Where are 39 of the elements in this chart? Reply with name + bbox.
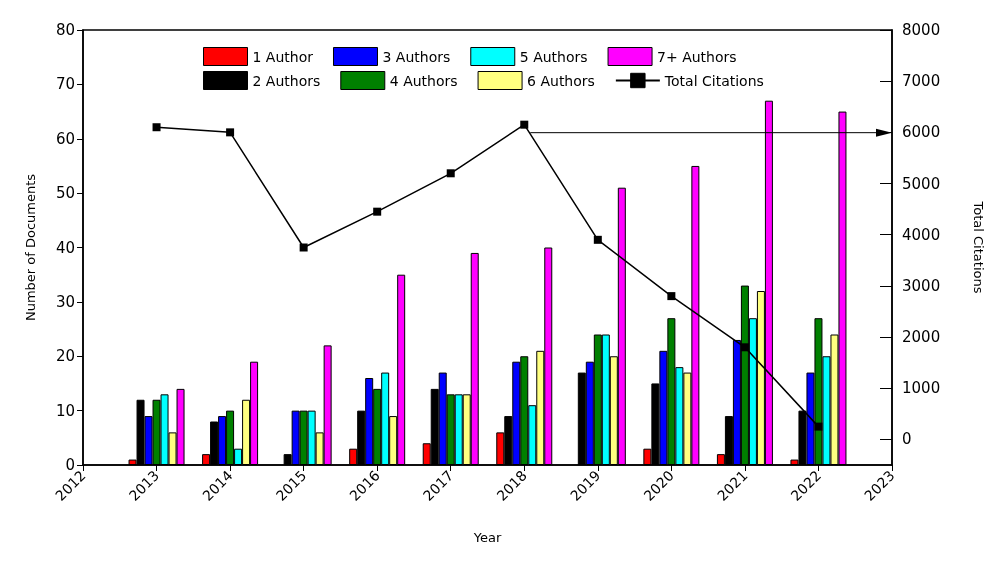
y-tick-label: 60 (55, 129, 75, 148)
legend-label: 6 Authors (527, 72, 595, 89)
point (740, 343, 749, 352)
y-tick-label: 0 (65, 456, 75, 474)
point (152, 123, 161, 132)
point (446, 169, 455, 178)
y-tick-label: 80 (55, 21, 75, 39)
y-tick-label: 70 (55, 75, 75, 94)
point (520, 120, 529, 129)
y2-tick-label: 5000 (902, 174, 941, 193)
legend-label: 3 Authors (382, 48, 451, 65)
y-tick-label: 20 (55, 347, 75, 366)
legend-label: 4 Authors (389, 72, 458, 89)
y2-tick-label: 4000 (902, 225, 941, 244)
y-tick-label: 10 (55, 401, 75, 420)
y-tick-label: 30 (55, 292, 75, 311)
point (373, 207, 382, 216)
y-axis-title: Number of Documents (23, 173, 38, 322)
y2-tick-label: 1000 (902, 379, 941, 398)
y2-tick-label: 7000 (902, 72, 941, 91)
point (814, 422, 823, 431)
y2-tick-label: 2000 (902, 328, 941, 347)
y2-tick-label: 6000 (902, 123, 941, 142)
legend-label: 7+ Authors (657, 48, 737, 65)
y2-axis-title: Total Citations (971, 200, 986, 294)
point (667, 292, 676, 301)
legend-label: 5 Authors (519, 48, 588, 65)
legend-label: 1 Author (252, 48, 314, 65)
y-tick-label: 40 (55, 238, 75, 257)
point (299, 243, 308, 252)
y2-tick-label: 0 (902, 430, 912, 449)
x-axis-title: Year (472, 530, 502, 545)
y2-tick-label: 3000 (902, 276, 941, 295)
y-tick-label: 50 (55, 184, 75, 203)
legend-label: Total Citations (663, 72, 764, 89)
legend-label: 2 Authors (252, 72, 321, 89)
point (593, 235, 602, 244)
y2-tick-label: 8000 (902, 21, 941, 39)
point (226, 128, 235, 137)
